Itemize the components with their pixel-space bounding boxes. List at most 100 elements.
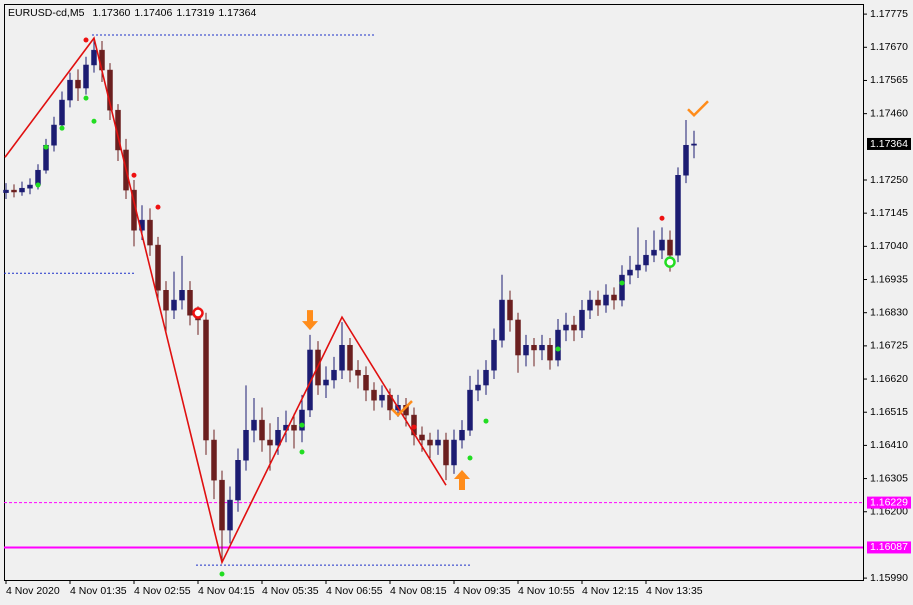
candle-body	[363, 375, 369, 391]
candle-body	[667, 239, 673, 256]
candle-body	[579, 309, 585, 331]
candle-body	[307, 349, 313, 411]
y-tick-label: 1.17040	[870, 240, 908, 252]
candle-body	[291, 424, 297, 431]
x-tick-label: 4 Nov 02:55	[134, 585, 191, 597]
x-tick-label: 4 Nov 12:15	[582, 585, 639, 597]
y-tick-label: 1.16830	[870, 306, 908, 318]
candle-body	[651, 249, 657, 256]
candle-body	[51, 124, 57, 146]
up-arrow	[454, 470, 470, 491]
plot-frame	[4, 4, 864, 581]
candle-body	[683, 144, 689, 176]
fractal-dot	[619, 280, 625, 286]
candle-body	[539, 344, 545, 351]
close-label: 1.17364	[218, 7, 256, 19]
candle-body	[219, 479, 225, 531]
chart-header: EURUSD-cd,M5 1.17360 1.17406 1.17319 1.17364	[8, 7, 256, 19]
candle-body	[467, 389, 473, 431]
candle-body	[627, 269, 633, 276]
candle-body	[331, 369, 337, 381]
candle-body	[163, 290, 169, 311]
candle-body	[371, 389, 377, 401]
candle-body	[3, 189, 9, 193]
price-level-label: 1.16229	[870, 496, 908, 508]
price-level-label: 1.16087	[870, 541, 908, 553]
fractal-dot	[467, 455, 473, 461]
price-level-box	[867, 496, 911, 509]
candle-body	[91, 49, 97, 66]
candle-body	[379, 394, 385, 401]
candle-body	[75, 79, 81, 89]
candle-body	[531, 344, 537, 351]
fractal-dot	[659, 215, 665, 221]
fractal-dot	[483, 418, 489, 424]
candle-body	[275, 429, 281, 446]
x-tick-label: 4 Nov 01:35	[70, 585, 127, 597]
fractal-dot	[59, 125, 65, 131]
candle-body	[419, 434, 425, 441]
fractal-dot	[155, 204, 161, 210]
fractal-dot	[219, 571, 225, 577]
fractal-dot	[299, 449, 305, 455]
high-label: 1.17406	[134, 7, 172, 19]
candle-body	[203, 319, 209, 441]
x-tick-label: 4 Nov 13:35	[646, 585, 703, 597]
candle-body	[515, 319, 521, 356]
candle-body	[347, 344, 353, 371]
y-tick-label: 1.16620	[870, 373, 908, 385]
candle-body	[659, 239, 665, 251]
candle-body	[243, 429, 249, 461]
symbol: EURUSD-cd,M5	[8, 7, 85, 19]
fractal-dot	[83, 95, 89, 101]
candle-body	[635, 264, 641, 271]
x-tick-label: 4 Nov 09:35	[454, 585, 511, 597]
candle-body	[355, 369, 361, 376]
fractal-dot	[555, 346, 561, 352]
price-level-box	[867, 541, 911, 554]
x-tick-label: 4 Nov 08:15	[390, 585, 447, 597]
x-tick-label: 4 Nov 06:55	[326, 585, 383, 597]
candle-body	[171, 299, 177, 311]
candle-body	[675, 175, 681, 256]
fractal-dot	[83, 37, 89, 43]
y-tick-label: 1.17670	[870, 41, 908, 53]
candle-body	[267, 439, 273, 446]
fractal-dot	[35, 182, 41, 188]
candle-body	[227, 499, 233, 531]
candle-body	[251, 419, 257, 431]
down-arrow	[302, 310, 318, 331]
candle-body	[643, 254, 649, 266]
candle-body	[595, 299, 601, 306]
y-tick-label: 1.17775	[870, 8, 908, 20]
y-tick-label: 1.16515	[870, 406, 908, 418]
fractal-dot	[43, 144, 49, 150]
last-price-label: 1.17364	[870, 138, 908, 150]
fractal-dot	[411, 424, 417, 430]
candle-body	[563, 324, 569, 331]
candle-body	[59, 99, 65, 126]
fractal-dot	[131, 172, 137, 178]
candle-body	[523, 344, 529, 356]
candle-body	[299, 409, 305, 431]
candle-body	[259, 419, 265, 441]
y-tick-label: 1.16935	[870, 273, 908, 285]
candle-body	[547, 344, 553, 361]
signal-ring	[664, 256, 676, 268]
candle-body	[451, 439, 457, 466]
zigzag	[4, 36, 447, 565]
y-tick-label: 1.15990	[870, 572, 908, 584]
candle-body	[507, 299, 513, 321]
candle-body	[611, 294, 617, 301]
check-mark	[687, 100, 709, 117]
low-label: 1.17319	[176, 7, 214, 19]
candle-body	[475, 384, 481, 391]
candle-body	[427, 439, 433, 446]
candle-body	[115, 109, 121, 151]
candle-body	[587, 299, 593, 311]
candle-body	[491, 339, 497, 371]
open-label: 1.17360	[92, 7, 130, 19]
y-tick-label: 1.16410	[870, 439, 908, 451]
candle-body	[155, 244, 161, 291]
check-mark	[391, 400, 413, 417]
